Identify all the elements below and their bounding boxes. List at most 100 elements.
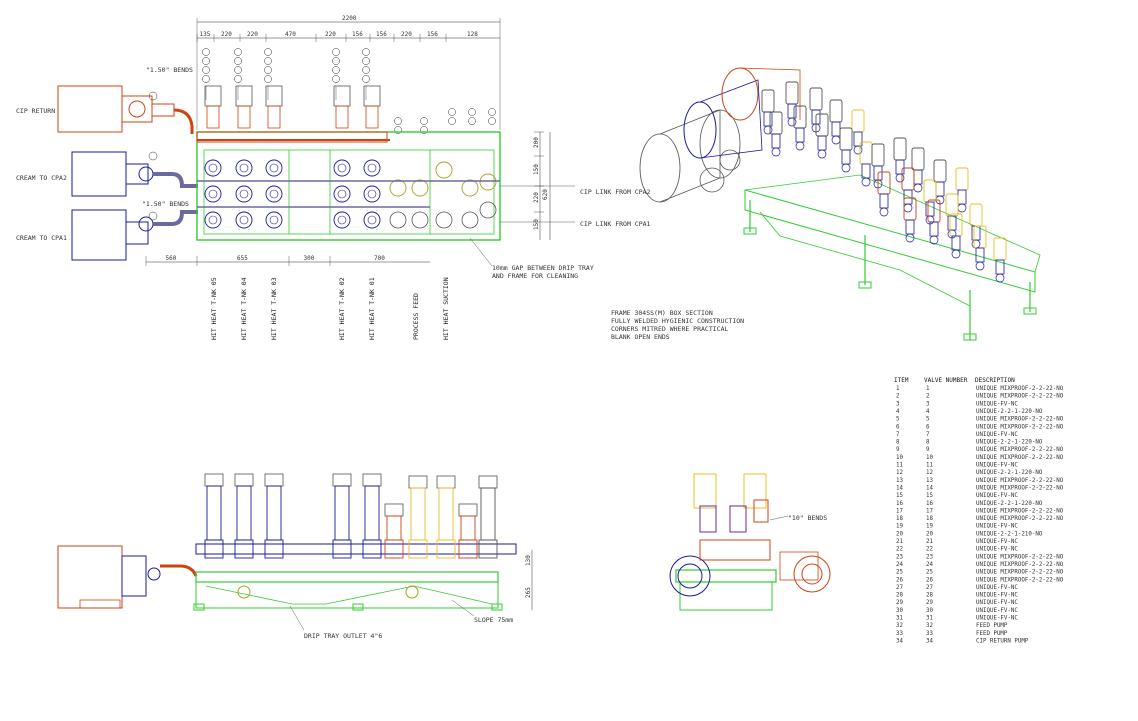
item-balloon	[234, 66, 242, 74]
table-cell-item: 28	[896, 593, 903, 599]
isometric-view	[639, 67, 1041, 341]
table-cell-description: UNIQUE-FV-NC	[976, 524, 1018, 530]
table-cell-description: UNIQUE-2-2-1-220-NO	[976, 409, 1043, 415]
table-cell-description: UNIQUE MIXPROOF-2-2-22-NO	[976, 417, 1064, 423]
plan-valves	[197, 85, 500, 229]
item-balloon	[362, 57, 370, 65]
table-cell-valve: 33	[926, 631, 933, 637]
item-balloon	[362, 75, 370, 83]
side-valve-body	[204, 539, 224, 559]
table-cell-valve: 18	[926, 516, 933, 522]
table-cell-item: 33	[896, 631, 903, 637]
table-cell-valve: 11	[926, 463, 933, 469]
item-balloon	[332, 75, 340, 83]
top-dim: 156	[352, 31, 363, 38]
top-dim: 220	[247, 31, 258, 38]
item-balloon	[448, 117, 456, 125]
valve-body	[411, 179, 429, 197]
vertical-label: HIT HEAT T-NK 01	[368, 277, 376, 340]
table-cell-item: 13	[896, 478, 903, 484]
iso-valve	[785, 81, 799, 105]
table-cell-valve: 4	[926, 409, 930, 415]
feed-pump-cpa2	[71, 151, 127, 197]
side-valve-actuator	[332, 473, 352, 487]
table-header-item: ITEM	[894, 377, 909, 384]
table-cell-valve: 26	[926, 577, 933, 583]
table-cell-description: UNIQUE MIXPROOF-2-2-22-NO	[976, 570, 1064, 576]
item-balloon	[202, 75, 210, 83]
gap-note-1: 10mm GAP BETWEEN DRIP TRAY	[492, 264, 594, 272]
side-valve-body	[332, 539, 352, 559]
valve-actuator	[265, 85, 283, 107]
side-dim-1: 130	[525, 555, 532, 566]
top-dim: 135	[200, 31, 211, 38]
right-dimensions: 200 150 220 150	[533, 131, 544, 230]
iso-valve	[839, 127, 853, 151]
table-cell-item: 1	[896, 386, 900, 392]
iso-valve	[945, 193, 959, 217]
item-balloon	[202, 57, 210, 65]
plan-view: 2200 135 220 220 470 220 156 156 220 156 128 CIP …	[16, 15, 651, 340]
table-cell-description: UNIQUE-FV-NC	[976, 593, 1018, 599]
iso-valve	[809, 87, 823, 111]
table-cell-item: 31	[896, 616, 903, 622]
item-balloon	[234, 75, 242, 83]
side-valve-actuator	[204, 473, 224, 487]
table-cell-description: UNIQUE MIXPROOF-2-2-22-NO	[976, 485, 1064, 491]
table-cell-description: UNIQUE MIXPROOF-2-2-22-NO	[976, 554, 1064, 560]
table-cell-item: 25	[896, 570, 903, 576]
top-dim: 128	[467, 31, 478, 38]
item-balloon	[362, 48, 370, 56]
table-cell-valve: 10	[926, 455, 933, 461]
table-cell-item: 3	[896, 401, 900, 407]
valve-body	[461, 211, 479, 229]
item-balloon	[332, 57, 340, 65]
table-cell-description: UNIQUE MIXPROOF-2-2-22-NO	[976, 394, 1064, 400]
label-cream-cpa1: CREAM TO CPA1	[16, 234, 67, 242]
side-valve-body	[384, 539, 404, 559]
table-cell-valve: 14	[926, 485, 933, 491]
side-valves	[204, 473, 498, 559]
table-cell-valve: 8	[926, 440, 930, 446]
iso-valve	[969, 203, 983, 227]
valve-actuator	[204, 85, 222, 107]
top-dim: 220	[325, 31, 336, 38]
table-cell-valve: 6	[926, 424, 930, 430]
table-cell-description: UNIQUE-FV-NC	[976, 432, 1018, 438]
valve-body	[411, 211, 429, 229]
iso-valve	[955, 167, 969, 191]
table-cell-valve: 31	[926, 616, 933, 622]
side-valve-actuator	[436, 475, 456, 489]
cip-return-pump-motor	[57, 85, 123, 133]
top-dim: 156	[376, 31, 387, 38]
table-cell-valve: 17	[926, 508, 933, 514]
side-elevation-view: 130 265 DRIP TRAY OUTLET 4"6 SLOPE 75mm	[57, 473, 533, 640]
table-cell-description: UNIQUE MIXPROOF-2-2-22-NO	[976, 478, 1064, 484]
valve-body	[265, 185, 283, 203]
table-cell-item: 7	[896, 432, 900, 438]
valve-body	[204, 159, 222, 177]
iso-valve	[877, 171, 891, 195]
table-cell-description: UNIQUE MIXPROOF-2-2-22-NO	[976, 508, 1064, 514]
valve-actuator	[363, 85, 381, 107]
valve-body	[389, 211, 407, 229]
side-valve-actuator	[234, 473, 254, 487]
side-valve-body	[408, 539, 428, 559]
table-cell-valve: 23	[926, 554, 933, 560]
label-cip-return: CIP RETURN	[16, 107, 55, 115]
table-cell-valve: 25	[926, 570, 933, 576]
table-cell-item: 16	[896, 501, 903, 507]
table-cell-valve: 20	[926, 531, 933, 537]
valve-body	[435, 211, 453, 229]
table-cell-item: 14	[896, 485, 903, 491]
side-valve-actuator	[478, 475, 498, 489]
valve-body	[204, 185, 222, 203]
item-balloon	[332, 48, 340, 56]
item-balloon	[362, 66, 370, 74]
valve-body	[363, 185, 381, 203]
table-cell-item: 12	[896, 470, 903, 476]
iso-valve	[933, 159, 947, 183]
table-cell-item: 18	[896, 516, 903, 522]
